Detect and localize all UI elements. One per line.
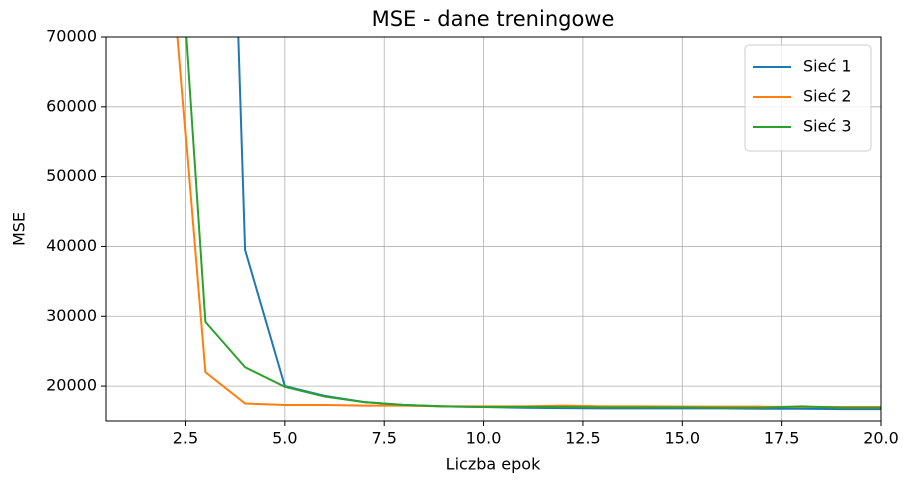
x-tick-label: 20.0 (863, 429, 899, 448)
y-tick-label: 40000 (46, 236, 97, 255)
x-tick-label: 2.5 (173, 429, 198, 448)
x-tick-label: 12.5 (565, 429, 601, 448)
y-tick-label: 30000 (46, 306, 97, 325)
legend-label: Sieć 3 (803, 117, 852, 136)
legend-label: Sieć 2 (803, 87, 852, 106)
y-tick-label: 20000 (46, 376, 97, 395)
x-tick-label: 5.0 (272, 429, 297, 448)
x-tick-label: 7.5 (371, 429, 396, 448)
line-series (185, 37, 881, 409)
plot-area (176, 37, 881, 411)
y-tick-label: 70000 (46, 27, 97, 46)
chart-title: MSE - dane treningowe (372, 7, 615, 31)
x-axis-label: Liczba epok (446, 455, 541, 474)
x-tick-label: 15.0 (664, 429, 700, 448)
legend-label: Sieć 1 (803, 57, 852, 76)
x-tick-label: 17.5 (764, 429, 800, 448)
plot-frame (105, 36, 882, 422)
y-axis-label: MSE (10, 212, 29, 246)
legend-box (744, 44, 872, 152)
y-tick-label: 60000 (46, 96, 97, 115)
x-tick-label: 10.0 (466, 429, 502, 448)
y-tick-label: 50000 (46, 166, 97, 185)
